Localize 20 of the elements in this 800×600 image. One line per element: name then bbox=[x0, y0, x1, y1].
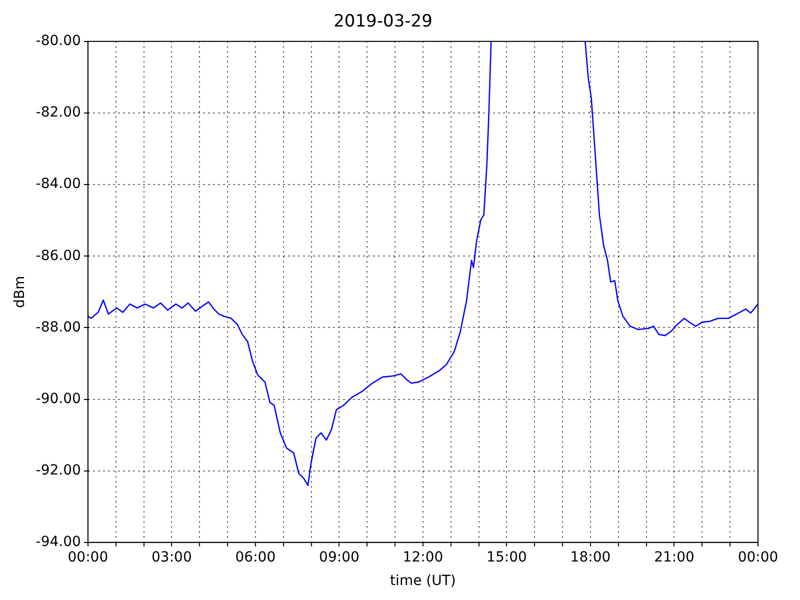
y-tick-label: -94.00 bbox=[36, 534, 81, 550]
x-tick-label: 15:00 bbox=[486, 549, 527, 566]
x-tick-label: 06:00 bbox=[235, 549, 276, 566]
x-tick-label: 03:00 bbox=[152, 549, 192, 566]
x-axis-title: time (UT) bbox=[390, 573, 456, 590]
y-tick-label: -88.00 bbox=[36, 319, 81, 336]
x-tick-label: 12:00 bbox=[402, 549, 444, 566]
y-tick-label: -86.00 bbox=[36, 248, 81, 264]
y-tick-label: -80.00 bbox=[36, 33, 81, 50]
y-axis-title: dBm bbox=[12, 276, 28, 308]
x-tick-label: 09:00 bbox=[319, 549, 360, 566]
chart-title: 2019-03-29 bbox=[334, 12, 432, 32]
y-tick-label: -90.00 bbox=[36, 390, 81, 407]
y-tick-label: -82.00 bbox=[36, 104, 81, 121]
x-tick-label: 00:00 bbox=[738, 549, 778, 566]
y-tick-label: -84.00 bbox=[36, 176, 81, 192]
x-tick-label: 21:00 bbox=[654, 549, 694, 566]
x-tick-label: 00:00 bbox=[68, 549, 108, 566]
x-tick-label: 18:00 bbox=[570, 549, 611, 566]
y-tick-label: -92.00 bbox=[36, 462, 81, 478]
